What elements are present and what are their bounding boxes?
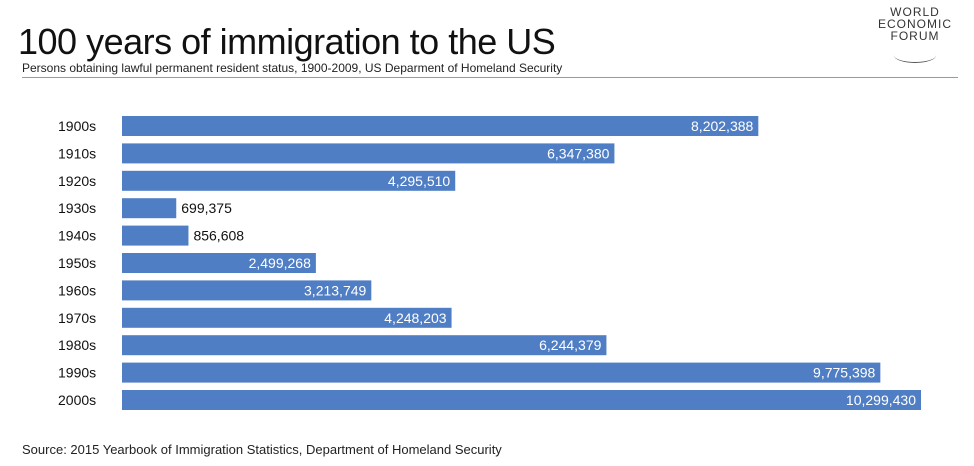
category-label: 1990s	[58, 365, 96, 381]
category-label: 1960s	[58, 282, 96, 298]
category-label: 1910s	[58, 145, 96, 161]
bar-value-label: 6,244,379	[539, 337, 601, 353]
bar-value-label: 6,347,380	[547, 145, 609, 161]
logo-line-forum: FORUM	[890, 29, 940, 43]
chart-title: 100 years of immigration to the US	[18, 21, 556, 62]
logo-line-economic: ECONOMIC	[878, 17, 952, 31]
title-divider	[22, 77, 958, 78]
bar	[122, 335, 607, 356]
logo-arc-icon	[894, 48, 936, 63]
category-label: 1970s	[58, 310, 96, 326]
chart-subtitle: Persons obtaining lawful permanent resid…	[22, 61, 563, 75]
category-label: 1900s	[58, 118, 96, 134]
bar	[122, 362, 881, 383]
category-label: 1940s	[58, 228, 96, 244]
category-label: 2000s	[58, 392, 96, 408]
bar	[122, 225, 189, 246]
category-label: 1920s	[58, 173, 96, 189]
bar	[122, 198, 177, 219]
category-label: 1950s	[58, 255, 96, 271]
bar	[122, 116, 759, 136]
world-economic-forum-logo: WORLD ECONOMIC FORUM	[874, 6, 956, 64]
bar-value-label: 8,202,388	[691, 118, 753, 134]
bar-value-label: 3,213,749	[304, 282, 366, 298]
bar-value-label: 10,299,430	[846, 392, 916, 408]
category-label: 1930s	[58, 200, 96, 216]
bar-value-label: 4,295,510	[388, 173, 450, 189]
bar-value-label: 699,375	[181, 200, 232, 216]
bar-value-label: 9,775,398	[813, 365, 875, 381]
bar	[122, 390, 921, 410]
bar-value-label: 2,499,268	[249, 255, 311, 271]
bar	[122, 253, 316, 273]
bar-value-label: 856,608	[193, 228, 244, 244]
source-note: Source: 2015 Yearbook of Immigration Sta…	[22, 442, 502, 457]
bar	[122, 280, 372, 301]
category-label: 1980s	[58, 337, 96, 353]
bar	[122, 307, 452, 328]
logo-line-world: WORLD	[890, 5, 940, 19]
bar-value-label: 4,248,203	[384, 310, 446, 326]
bar	[122, 170, 456, 191]
bar	[122, 143, 615, 164]
